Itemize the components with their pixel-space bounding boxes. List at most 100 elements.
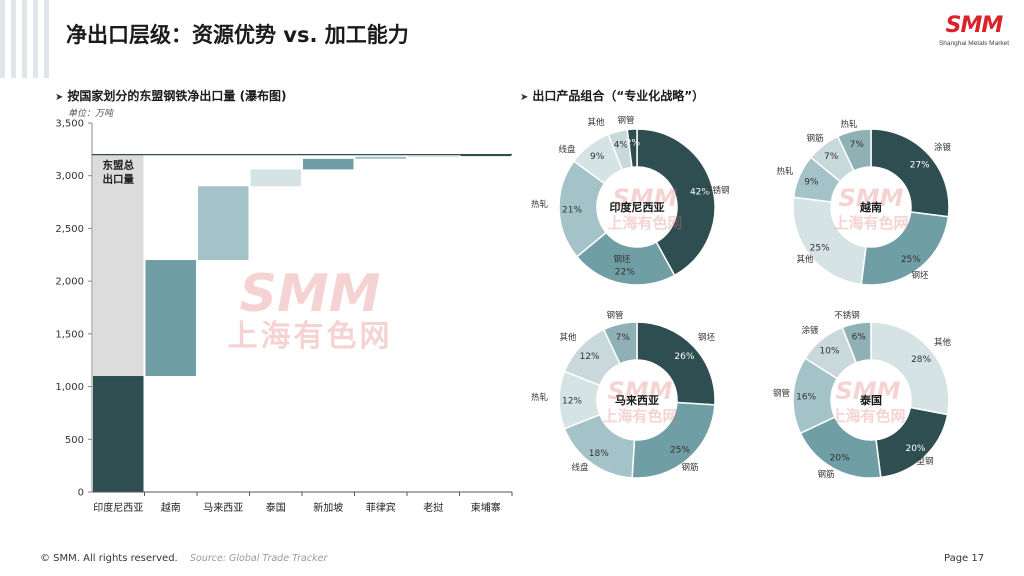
slice-percent-label: 25% xyxy=(810,243,830,253)
slice-category-label: 钢坯 xyxy=(698,332,716,343)
y-tick-label: 3,000 xyxy=(55,171,84,182)
y-tick-label: 500 xyxy=(65,435,84,446)
bar-6 xyxy=(408,155,459,158)
pies-section-title-text: 出口产品组合（“专业化战略”） xyxy=(532,89,705,103)
slice xyxy=(631,401,716,479)
smm-logo: SMM Shanghai Metals Market xyxy=(934,13,1014,48)
slice-category-label: 热轧 xyxy=(840,119,858,130)
slice-category-label: 钢筋 xyxy=(817,469,834,480)
slice-category-label: 不锈钢 xyxy=(834,310,860,321)
bar-total xyxy=(93,154,144,377)
unit-label: 单位：万吨 xyxy=(68,109,114,119)
page-title: 净出口层级：资源优势 vs. 加工能力 xyxy=(66,23,409,47)
waterfall-section-title: ➤ 按国家划分的东盟钢铁净出口量 (瀑布图) xyxy=(55,87,287,104)
slice-category-label: 不锈钢 xyxy=(704,185,730,196)
slice-percent-label: 25% xyxy=(901,255,921,265)
bar-1 xyxy=(145,260,196,377)
slice xyxy=(836,128,872,172)
slice-percent-label: 4% xyxy=(614,141,629,151)
total-label-line2: 出口量 xyxy=(103,173,135,186)
slice-category-label: 热轧 xyxy=(531,392,549,403)
slice-percent-label: 20% xyxy=(905,444,925,454)
slice-category-label: 其他 xyxy=(559,332,577,343)
bar-7 xyxy=(460,154,511,157)
x-tick-label: 马来西亚 xyxy=(203,502,243,514)
slice-percent-label: 42% xyxy=(690,187,710,197)
slice-percent-label: 12% xyxy=(562,397,582,407)
slice-percent-label: 26% xyxy=(674,352,694,362)
slice-percent-label: 20% xyxy=(830,453,850,463)
slice-category-label: 其他 xyxy=(796,254,814,265)
slice-category-label: 钢管 xyxy=(617,115,634,126)
slice xyxy=(636,321,716,406)
slice-category-label: 涂镀 xyxy=(934,142,952,153)
watermark-cn: 上海有色网 xyxy=(602,407,677,425)
slice-category-label: 钢筋 xyxy=(806,133,823,144)
watermark-cn: 上海有色网 xyxy=(227,319,393,354)
watermark-en: SMM xyxy=(612,184,677,212)
slice-percent-label: 18% xyxy=(589,449,609,459)
decorative-stripes xyxy=(0,0,60,100)
y-tick-label: 0 xyxy=(78,488,84,499)
slice xyxy=(792,196,867,286)
watermark: SMM 上海有色网 xyxy=(215,268,405,354)
copyright: © SMM. All rights reserved. xyxy=(40,553,178,564)
donut-title: 马来西亚 xyxy=(615,393,659,407)
y-tick-label: 1,000 xyxy=(55,382,84,393)
bar-3 xyxy=(250,169,301,187)
x-tick-label: 新加坡 xyxy=(313,501,343,514)
slice-percent-label: 9% xyxy=(590,152,605,162)
slice-percent-label: 25% xyxy=(670,445,690,455)
slice xyxy=(602,321,638,365)
y-tick-label: 2,500 xyxy=(55,224,84,235)
logo-subtitle: Shanghai Metals Market xyxy=(938,40,1010,47)
pies-section-title: ➤ 出口产品组合（“专业化战略”） xyxy=(520,87,704,104)
source-note: Source: Global Trade Tracker xyxy=(190,553,328,564)
watermark-cn: 上海有色网 xyxy=(607,214,682,232)
slice-percent-label: 16% xyxy=(796,392,816,402)
slice xyxy=(870,321,950,416)
slice-percent-label: 2% xyxy=(626,139,641,149)
x-tick-label: 柬埔寨 xyxy=(471,501,501,514)
slice-category-label: 钢坯 xyxy=(613,254,631,265)
slice xyxy=(636,128,716,277)
x-tick-label: 越南 xyxy=(161,501,181,514)
slice-category-label: 线盘 xyxy=(571,462,589,473)
slice-percent-label: 7% xyxy=(824,152,839,162)
slice-category-label: 热轧 xyxy=(776,166,794,177)
donut-title: 印度尼西亚 xyxy=(610,200,665,214)
y-tick-label: 3,500 xyxy=(55,119,84,130)
donut-title: 泰国 xyxy=(859,393,882,407)
watermark-cn: 上海有色网 xyxy=(830,407,905,425)
slice xyxy=(626,128,638,169)
x-tick-label: 菲律宾 xyxy=(366,501,396,514)
slice-percent-label: 22% xyxy=(615,267,635,277)
slice-category-label: 钢管 xyxy=(773,388,790,399)
slice-category-label: 涂镀 xyxy=(801,325,819,336)
slice-category-label: 热轧 xyxy=(531,199,549,210)
slice-percent-label: 9% xyxy=(804,178,819,188)
arrow-icon: ➤ xyxy=(55,92,64,103)
page-number: Page 17 xyxy=(944,553,985,564)
slice xyxy=(870,128,950,218)
slice-percent-label: 28% xyxy=(911,355,931,365)
slice-percent-label: 10% xyxy=(820,346,840,356)
slice xyxy=(841,321,872,364)
slice-category-label: 钢筋 xyxy=(681,462,698,473)
bar-5 xyxy=(355,156,406,159)
slice-category-label: 线盘 xyxy=(558,144,576,155)
bar-2 xyxy=(198,186,249,261)
donut-0: 42%不锈钢 22% 钢坯 21% 热轧 9% 线盘 4% 其他 2% 钢管 SMM 上海有色网印度尼西… xyxy=(531,115,730,286)
watermark-en: SMM xyxy=(239,264,381,324)
slice-category-label: 钢坯 xyxy=(911,270,929,281)
arrow-icon: ➤ xyxy=(520,92,529,103)
y-tick-label: 2,000 xyxy=(55,277,84,288)
bar-4 xyxy=(303,158,354,170)
logo-mark: SMM xyxy=(945,13,1004,38)
bar-0 xyxy=(93,376,144,492)
slice xyxy=(860,211,950,286)
